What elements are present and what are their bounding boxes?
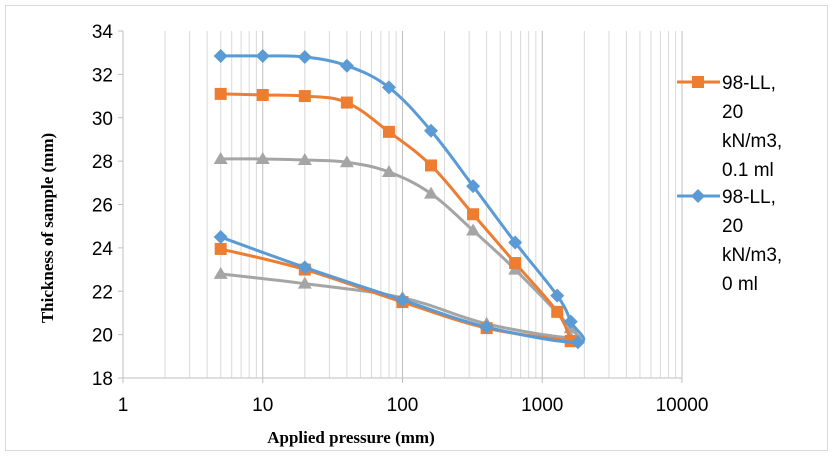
- legend: 98-LL, 20 kN/m3, 0.1 ml 98-LL, 20 kN/m3, 0 ml: [677, 73, 782, 295]
- legend-label-line: 98-LL,: [722, 73, 776, 94]
- y-tick-label: 32: [92, 65, 113, 86]
- data-point: [214, 87, 227, 100]
- data-point: [213, 48, 228, 63]
- data-point: [467, 208, 480, 221]
- y-tick-label: 28: [92, 152, 113, 173]
- legend-label-line: 20: [722, 102, 743, 123]
- legend-label-line: kN/m3,: [722, 131, 782, 152]
- y-tick-label: 22: [92, 282, 113, 303]
- x-axis-title: Applied pressure (mm): [267, 428, 435, 447]
- x-tick-label: 100: [387, 395, 419, 416]
- legend-label-line: 98-LL,: [722, 187, 776, 208]
- y-tick-label: 30: [92, 109, 113, 130]
- data-point: [424, 123, 439, 138]
- axes: [118, 30, 683, 383]
- data-point: [466, 179, 481, 194]
- chart-svg: 18 20 22 24 26 28 30 32 34 1 10 100 1000 10000 98-LL,…: [38, 22, 782, 447]
- y-tick-label: 20: [92, 326, 113, 347]
- data-point: [214, 242, 227, 255]
- x-tick-label: 10000: [656, 395, 709, 416]
- y-tick-label: 18: [92, 369, 113, 390]
- legend-label-line: 20: [722, 216, 743, 237]
- data-point: [339, 58, 354, 73]
- series-2: [213, 151, 582, 343]
- legend-item-1: 98-LL, 20 kN/m3, 0 ml: [677, 187, 782, 295]
- data-point: [297, 153, 312, 166]
- data-point: [425, 159, 438, 172]
- series-line: [220, 157, 582, 340]
- legend-item-0: 98-LL, 20 kN/m3, 0.1 ml: [677, 73, 782, 181]
- legend-label-line: 0.1 ml: [722, 160, 774, 181]
- data-point: [340, 96, 353, 109]
- data-point: [382, 125, 395, 138]
- data-point: [381, 80, 396, 95]
- data-point: [213, 151, 228, 164]
- data-point: [479, 320, 494, 335]
- x-tick-label: 1000: [521, 395, 563, 416]
- data-point: [509, 257, 522, 270]
- data-point: [255, 48, 270, 63]
- x-tick-label: 1: [118, 395, 129, 416]
- chart-frame: 18 20 22 24 26 28 30 32 34 1 10 100 1000 10000 98-LL,…: [5, 5, 828, 451]
- data-point: [381, 164, 396, 177]
- data-point: [297, 50, 312, 65]
- data-point: [466, 223, 481, 236]
- y-tick-label: 26: [92, 196, 113, 217]
- data-point: [213, 266, 228, 279]
- data-point: [256, 88, 269, 101]
- y-tick-label: 24: [92, 239, 114, 260]
- tick-labels: 18 20 22 24 26 28 30 32 34 1 10 100 1000 10000: [92, 22, 709, 416]
- data-point: [297, 276, 312, 289]
- y-axis-title: Thickness of sample (mm): [38, 133, 57, 323]
- data-point: [255, 151, 270, 164]
- grid: [122, 31, 683, 378]
- series-1: [213, 48, 586, 350]
- legend-swatch-marker: [691, 189, 705, 203]
- data-point: [298, 90, 311, 103]
- data-point: [563, 314, 578, 329]
- legend-label-line: kN/m3,: [722, 245, 782, 266]
- legend-swatch-marker: [692, 76, 704, 88]
- legend-label-line: 0 ml: [722, 274, 758, 295]
- y-tick-label: 34: [92, 22, 114, 43]
- data-point: [424, 186, 439, 199]
- data-point: [213, 230, 228, 245]
- data-point: [339, 155, 354, 168]
- data-point: [395, 292, 410, 307]
- data-point: [570, 335, 585, 350]
- series-layer: [213, 48, 586, 350]
- data-point: [508, 235, 523, 250]
- x-tick-label: 10: [252, 395, 273, 416]
- data-point: [550, 288, 565, 303]
- data-point: [551, 305, 564, 318]
- data-point: [297, 260, 312, 275]
